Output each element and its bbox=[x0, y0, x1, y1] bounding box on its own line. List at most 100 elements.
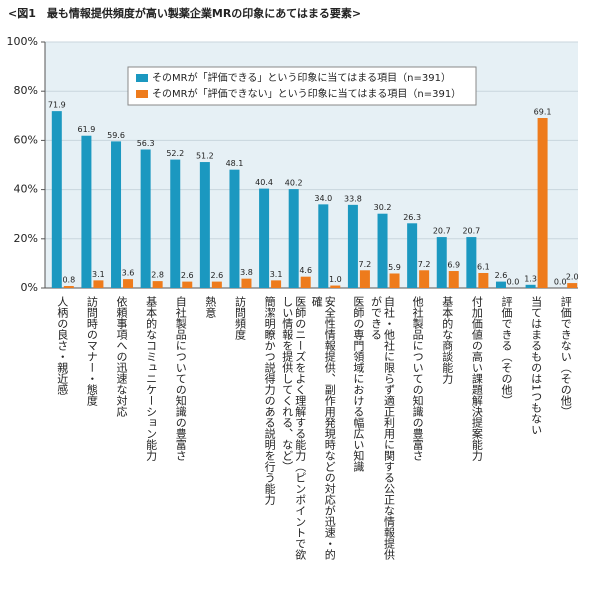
chart-title: <図1 最も情報提供頻度が高い製薬企業MRの印象にあてはまる要素> bbox=[8, 6, 361, 20]
x-tick-label: 基本的な商談能力 bbox=[440, 296, 454, 384]
bar bbox=[359, 270, 370, 288]
legend-swatch bbox=[136, 74, 148, 82]
value-label: 5.9 bbox=[388, 263, 401, 272]
x-tick-label: 安全性情報提供、副作用発現時などの対応が迅速・的確 bbox=[310, 296, 337, 560]
value-label: 0.8 bbox=[62, 276, 75, 285]
bar bbox=[407, 223, 418, 288]
x-tick-label: 基本的なコミュニケーション能力 bbox=[144, 296, 158, 461]
value-label: 3.1 bbox=[92, 270, 105, 279]
bar bbox=[478, 272, 489, 288]
value-label: 3.8 bbox=[240, 268, 253, 277]
value-label: 0.0 bbox=[554, 278, 567, 287]
x-tick-label: 訪問時のマナー・態度 bbox=[85, 296, 99, 406]
bar bbox=[81, 135, 92, 288]
x-tick-label: 自社・他社に限らず適正利用に関する公正な情報提供ができる bbox=[369, 296, 396, 560]
bar bbox=[288, 189, 299, 288]
value-label: 20.7 bbox=[433, 227, 451, 236]
bar bbox=[525, 284, 536, 288]
bar bbox=[448, 271, 459, 288]
value-label: 69.1 bbox=[534, 108, 552, 117]
x-tick-label: 医師のニーズをよく理解する能力（ピンポイントで欲しい情報を提供してくれる、など） bbox=[280, 296, 307, 560]
value-label: 2.6 bbox=[210, 271, 223, 280]
x-tick-label: 依頼事項への迅速な対応 bbox=[115, 296, 129, 417]
value-label: 51.2 bbox=[196, 152, 214, 161]
bar bbox=[567, 283, 578, 288]
value-label: 2.8 bbox=[151, 271, 164, 280]
legend-box bbox=[127, 66, 477, 106]
bar bbox=[111, 141, 122, 288]
value-label: 2.6 bbox=[495, 271, 508, 280]
bar bbox=[271, 280, 282, 288]
value-label: 20.7 bbox=[462, 227, 480, 236]
value-label: 1.0 bbox=[329, 275, 342, 284]
x-tick-label: 医師の専門領域における幅広い知識 bbox=[351, 296, 365, 472]
x-tick-label: 付加価値の高い課題解決提案能力 bbox=[470, 296, 484, 461]
value-label: 59.6 bbox=[107, 131, 125, 140]
x-tick-label: 簡潔明瞭かつ説得力のある説明を行う能力 bbox=[263, 296, 277, 505]
value-label: 52.2 bbox=[166, 149, 184, 158]
value-label: 71.9 bbox=[48, 101, 66, 110]
x-tick-label: 自社製品についての知識の豊富さ bbox=[174, 296, 188, 461]
bar bbox=[123, 279, 134, 288]
bar bbox=[199, 162, 210, 288]
bar bbox=[300, 276, 311, 288]
value-label: 7.2 bbox=[359, 260, 372, 269]
bar bbox=[152, 281, 163, 288]
y-tick-label: 60% bbox=[14, 133, 38, 146]
y-tick-label: 80% bbox=[14, 84, 38, 97]
legend-swatch bbox=[136, 90, 148, 98]
bar bbox=[182, 281, 193, 288]
bar bbox=[436, 237, 447, 288]
bar bbox=[330, 285, 341, 288]
value-label: 6.1 bbox=[477, 262, 490, 271]
value-label: 26.3 bbox=[403, 213, 421, 222]
y-tick-label: 20% bbox=[14, 232, 38, 245]
bar bbox=[466, 237, 477, 288]
value-label: 2.6 bbox=[181, 271, 194, 280]
y-tick-label: 0% bbox=[21, 281, 38, 294]
x-tick-label: 評価できない（その他） bbox=[559, 296, 573, 417]
value-label: 1.3 bbox=[524, 274, 537, 283]
value-label: 61.9 bbox=[78, 125, 96, 134]
value-label: 34.0 bbox=[314, 194, 332, 203]
y-tick-label: 100% bbox=[7, 35, 38, 48]
value-label: 56.3 bbox=[137, 139, 155, 148]
y-tick-label: 40% bbox=[14, 183, 38, 196]
value-label: 40.4 bbox=[255, 178, 273, 187]
value-label: 4.6 bbox=[299, 266, 312, 275]
value-label: 40.2 bbox=[285, 179, 303, 188]
bar bbox=[377, 213, 388, 288]
value-label: 3.1 bbox=[270, 270, 283, 279]
x-tick-label: 評価できる（その他） bbox=[499, 296, 513, 406]
bar bbox=[170, 159, 181, 288]
value-label: 6.9 bbox=[447, 261, 460, 270]
value-label: 0.0 bbox=[507, 278, 520, 287]
legend-label: そのMRが「評価できる」という印象に当てはまる項目（n=391） bbox=[152, 71, 451, 84]
bar bbox=[211, 281, 222, 288]
bar bbox=[93, 280, 104, 288]
bar bbox=[495, 281, 506, 288]
bar bbox=[389, 273, 400, 288]
x-tick-label: 訪問頻度 bbox=[233, 296, 247, 340]
bar bbox=[259, 188, 270, 288]
value-label: 2.0 bbox=[566, 273, 579, 282]
bar bbox=[318, 204, 329, 288]
bar bbox=[419, 270, 430, 288]
value-label: 33.8 bbox=[344, 194, 362, 203]
bar bbox=[241, 278, 252, 288]
bar bbox=[537, 118, 548, 288]
bar bbox=[51, 111, 62, 288]
x-tick-label: 人柄の良さ・親近感 bbox=[55, 296, 69, 395]
legend-label: そのMRが「評価できない」という印象に当てはまる項目（n=391） bbox=[152, 87, 461, 100]
x-tick-label: 熱意 bbox=[203, 296, 217, 318]
bar bbox=[229, 169, 240, 288]
bar bbox=[347, 204, 358, 288]
value-label: 30.2 bbox=[374, 203, 392, 212]
value-label: 3.6 bbox=[122, 269, 135, 278]
value-label: 48.1 bbox=[226, 159, 244, 168]
bar bbox=[140, 149, 151, 288]
value-label: 7.2 bbox=[418, 260, 431, 269]
x-tick-label: 当てはまるものは1つもない bbox=[529, 296, 543, 435]
